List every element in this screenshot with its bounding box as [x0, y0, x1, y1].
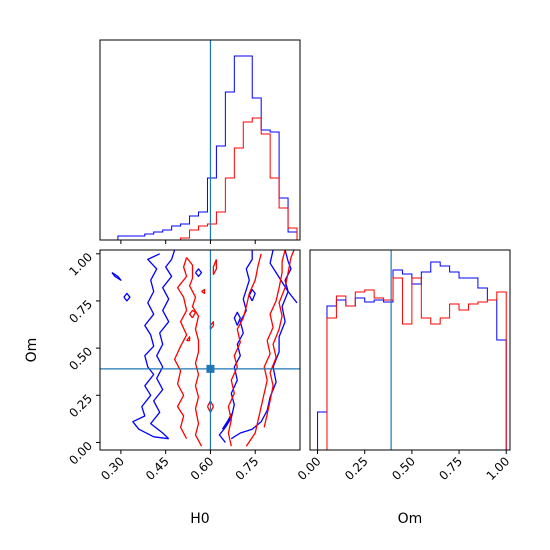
contour-line-blue — [150, 250, 176, 440]
contour-panel-H0-Om: 0.30 0.45 0.60 0.75 0.00 0.25 0.50 0.75 1.00 H0 Om — [24, 249, 301, 527]
contour-area — [100, 250, 300, 450]
contour-line-red — [173, 257, 188, 440]
contour-line-blue — [194, 268, 203, 278]
contour-line-red — [188, 309, 197, 319]
contour-line-blue — [221, 413, 232, 430]
contour-line-blue — [248, 288, 256, 302]
contour-line-red — [245, 250, 286, 447]
y-tick-label: 0.00 — [66, 439, 95, 468]
x-tick-label: 0.60 — [188, 454, 217, 483]
contour-line-red — [186, 257, 203, 447]
contour-line-red — [201, 288, 206, 295]
contour-line-blue — [111, 272, 122, 281]
contour-line-red — [206, 400, 215, 413]
histogram-area — [100, 55, 298, 240]
contour-line-blue — [230, 250, 292, 440]
x-axis-label-H0: H0 — [190, 511, 209, 527]
histogram-panel-Om: 0.00 0.25 0.50 0.75 1.00 Om — [295, 249, 513, 527]
y-axis-label-Om: Om — [24, 338, 40, 363]
histogram-panel-H0 — [99, 39, 301, 244]
x-tick-label: 0.75 — [233, 454, 262, 483]
x-tick-label: 0.30 — [98, 454, 127, 483]
y-tick-label: 0.50 — [66, 344, 95, 373]
contour-line-blue — [132, 253, 169, 440]
x-tick-label: 1.00 — [484, 454, 513, 483]
y-tick-label: 0.25 — [66, 392, 95, 421]
contour-line-blue — [123, 292, 131, 302]
x-tick-label: 0.25 — [342, 454, 371, 483]
contour-line-blue — [269, 250, 298, 304]
truth-marker — [206, 364, 215, 373]
histogram-frame-Om — [309, 249, 511, 451]
x-tick-label: 0.50 — [389, 454, 418, 483]
contour-line-red — [212, 259, 218, 276]
x-tick-label: 0.00 — [295, 454, 324, 483]
y-tick-label: 1.00 — [66, 250, 95, 279]
contour-frame — [99, 249, 301, 451]
contour-line-blue — [233, 311, 241, 326]
contour-line-blue — [218, 250, 253, 443]
histogram-area — [317, 261, 507, 450]
x-axis-label-Om: Om — [398, 511, 423, 527]
y-tick-label: 0.75 — [66, 297, 95, 326]
histogram-series-red — [100, 117, 298, 240]
histogram-series-red — [317, 277, 507, 450]
histogram-series-blue — [100, 55, 298, 240]
contour-line-red — [186, 336, 191, 342]
x-tick-label: 0.45 — [143, 454, 172, 483]
contour-line-red — [227, 253, 262, 447]
contour-line-red — [263, 250, 295, 428]
x-tick-label: 0.75 — [436, 454, 465, 483]
histogram-frame-H0 — [99, 39, 301, 241]
